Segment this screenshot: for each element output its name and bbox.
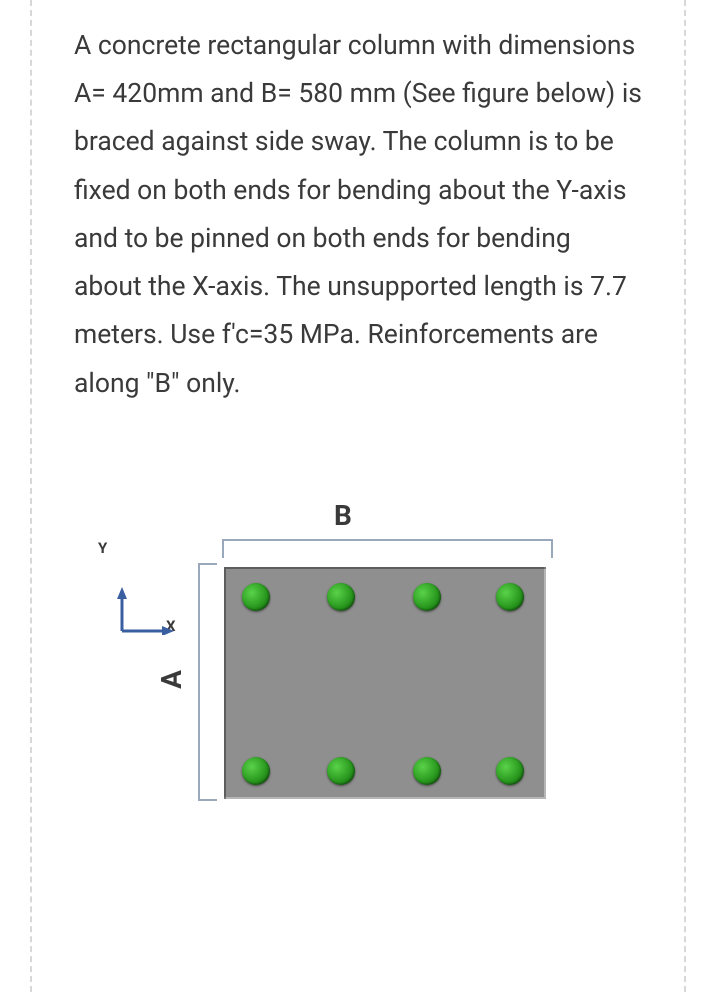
dimension-line-b	[222, 539, 554, 561]
dimension-b-label: B	[334, 499, 352, 532]
rebar-dot	[413, 583, 441, 611]
column-cross-section	[224, 567, 546, 799]
problem-statement: A concrete rectangular column with dimen…	[74, 22, 642, 408]
dimension-line-a	[198, 563, 220, 801]
rebar-dot	[496, 757, 524, 785]
rebar-dot	[496, 583, 524, 611]
dimension-a-label: A	[155, 670, 188, 689]
column-figure: B A Y X	[74, 503, 642, 833]
rebar-dot	[327, 757, 355, 785]
content-frame: A concrete rectangular column with dimen…	[30, 0, 686, 992]
coordinate-axes-icon	[88, 545, 188, 635]
rebar-dot	[242, 757, 270, 785]
rebar-dot	[242, 583, 270, 611]
rebar-dot	[413, 757, 441, 785]
rebar-dot	[327, 583, 355, 611]
